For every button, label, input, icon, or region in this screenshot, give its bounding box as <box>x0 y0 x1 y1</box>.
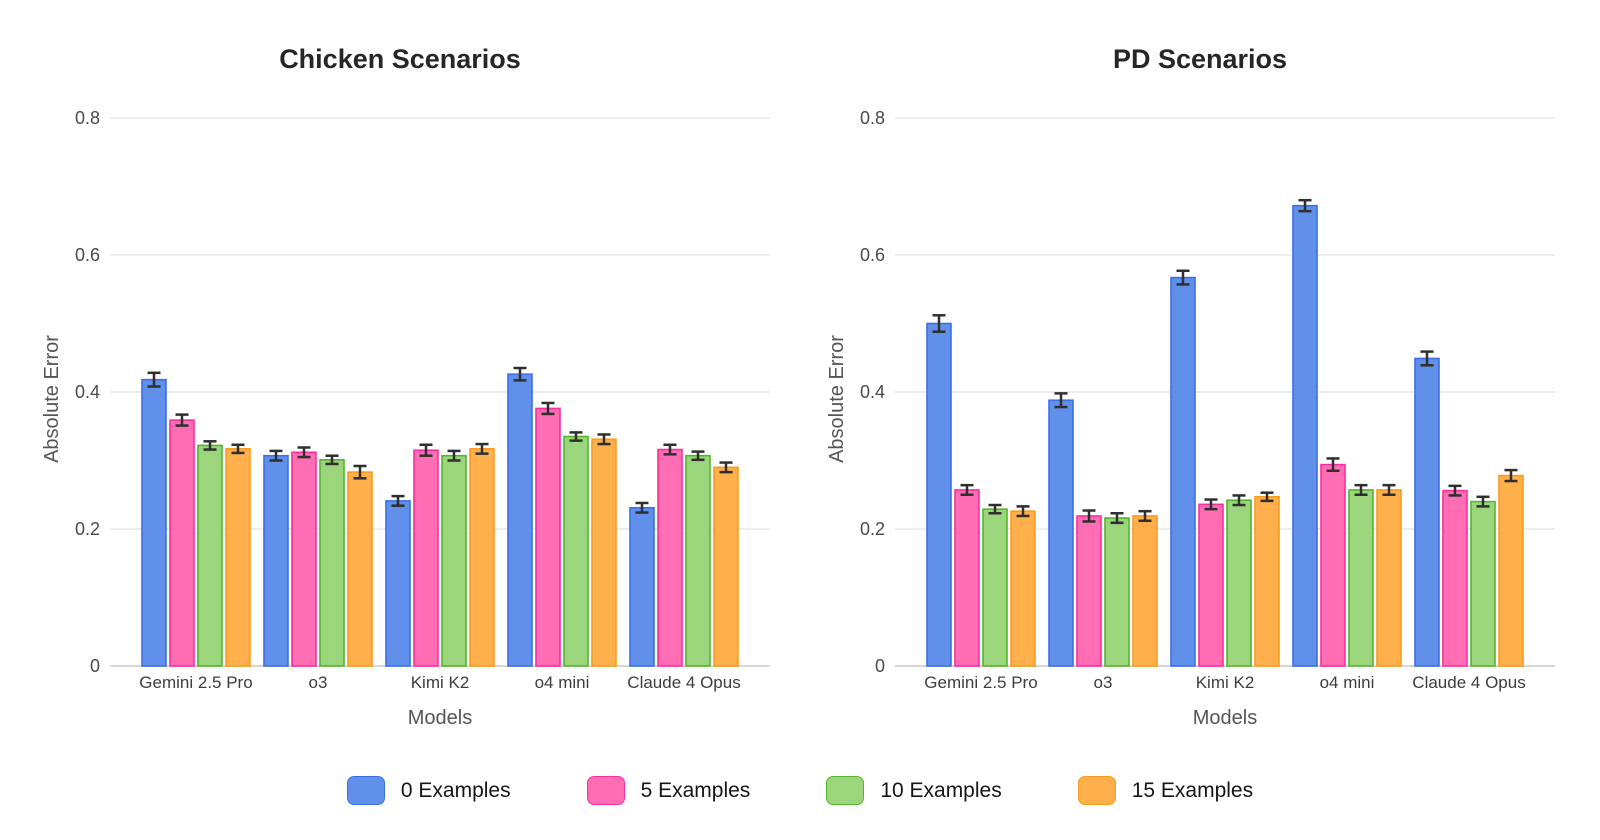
y-axis-title: Absolute Error <box>41 335 63 463</box>
bar <box>982 508 1008 667</box>
bar <box>591 438 617 667</box>
bar <box>954 489 980 667</box>
bar <box>1414 357 1440 667</box>
x-category-label: o4 mini <box>1320 673 1375 692</box>
pd-plot-svg: 0 0.2 0.4 0.6 0.8 Gemini 2.5 Pro o3 Kimi K2 o4 m… <box>826 108 1555 729</box>
y-tick-label: 0 <box>90 656 100 676</box>
legend-swatch-5-examples <box>586 776 625 805</box>
legend-swatch-0-examples <box>346 776 385 805</box>
bar <box>169 419 195 667</box>
chart-pd: 0 0.2 0.4 0.6 0.8 Gemini 2.5 Pro o3 Kimi K2 o4 m… <box>800 0 1600 752</box>
bar <box>1226 499 1252 667</box>
bar <box>1104 517 1130 667</box>
x-category-label: o3 <box>1094 673 1113 692</box>
legend: 0 Examples 5 Examples 10 Examples 15 Exa… <box>0 776 1600 805</box>
legend-item-0-examples: 0 Examples <box>346 776 511 805</box>
bar <box>1376 489 1402 667</box>
y-tick-label: 0.6 <box>860 245 885 265</box>
y-tick-label: 0.8 <box>75 108 100 128</box>
bar <box>441 454 467 667</box>
chicken-chart-title: Chicken Scenarios <box>279 44 521 74</box>
x-category-label: o3 <box>309 673 328 692</box>
bar <box>535 407 561 667</box>
bar <box>413 449 439 667</box>
bar <box>1198 503 1224 667</box>
x-category-label: o4 mini <box>535 673 590 692</box>
bar <box>263 454 289 667</box>
bar <box>225 448 251 667</box>
y-tick-label: 0.8 <box>860 108 885 128</box>
x-category-label: Kimi K2 <box>411 673 470 692</box>
bar <box>385 500 411 667</box>
y-axis-title: Absolute Error <box>826 335 848 463</box>
legend-label: 10 Examples <box>880 779 1002 802</box>
legend-label: 0 Examples <box>400 779 511 802</box>
legend-swatch-15-examples <box>1077 776 1116 805</box>
bar <box>1348 489 1374 667</box>
bar <box>1170 276 1196 667</box>
x-category-label: Gemini 2.5 Pro <box>139 673 252 692</box>
bar <box>1132 515 1158 667</box>
bar <box>1010 510 1036 667</box>
bar <box>1470 500 1496 667</box>
legend-item-10-examples: 10 Examples <box>826 776 1002 805</box>
bar <box>507 373 533 667</box>
bar <box>291 451 317 667</box>
y-tick-label: 0.2 <box>860 519 885 539</box>
bar <box>319 459 345 667</box>
bar <box>469 448 495 667</box>
bar <box>563 435 589 667</box>
bar <box>1498 474 1524 667</box>
x-category-label: Gemini 2.5 Pro <box>924 673 1037 692</box>
chart-chicken: 0 0.2 0.4 0.6 0.8 Gemini 2.5 Pro o3 Kimi K2 o4 m… <box>0 0 800 752</box>
legend-label: 15 Examples <box>1131 779 1254 802</box>
x-category-label: Kimi K2 <box>1196 673 1255 692</box>
bar <box>347 471 373 667</box>
bar <box>197 444 223 667</box>
bar <box>926 322 952 667</box>
bar <box>1442 489 1468 667</box>
bar <box>1076 515 1102 667</box>
bar <box>1320 463 1346 667</box>
y-tick-label: 0.4 <box>860 382 885 402</box>
chicken-plot-svg: 0 0.2 0.4 0.6 0.8 Gemini 2.5 Pro o3 Kimi K2 o4 m… <box>41 108 770 729</box>
bar <box>1048 399 1074 667</box>
x-axis-title: Models <box>1193 707 1257 729</box>
legend-item-5-examples: 5 Examples <box>586 776 751 805</box>
bar <box>141 378 167 667</box>
legend-label: 5 Examples <box>640 779 751 802</box>
legend-item-15-examples: 15 Examples <box>1077 776 1254 805</box>
bar <box>629 506 655 667</box>
bar <box>1292 204 1318 667</box>
x-category-label: Claude 4 Opus <box>627 673 740 692</box>
y-tick-label: 0.2 <box>75 519 100 539</box>
bar <box>713 466 739 667</box>
x-axis-title: Models <box>408 707 472 729</box>
bar <box>685 454 711 667</box>
bar <box>657 448 683 667</box>
x-category-label: Claude 4 Opus <box>1412 673 1525 692</box>
legend-swatch-10-examples <box>826 776 865 805</box>
pd-chart-title: PD Scenarios <box>1112 44 1288 74</box>
y-tick-label: 0.4 <box>75 382 100 402</box>
y-tick-label: 0 <box>875 656 885 676</box>
y-tick-label: 0.6 <box>75 245 100 265</box>
bar <box>1254 496 1280 667</box>
